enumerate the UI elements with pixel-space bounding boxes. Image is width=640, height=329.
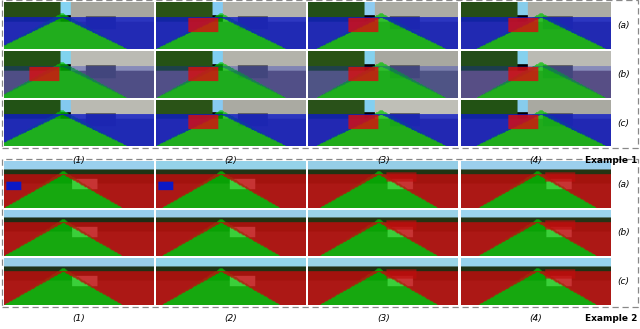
Text: Example 2: Example 2 — [585, 314, 637, 323]
Text: Example 1: Example 1 — [585, 156, 637, 164]
Text: (4): (4) — [529, 314, 542, 323]
Text: (c): (c) — [617, 277, 629, 286]
Text: (4): (4) — [529, 156, 542, 164]
Text: (3): (3) — [377, 156, 390, 164]
Text: (2): (2) — [225, 156, 237, 164]
Text: (b): (b) — [617, 228, 630, 238]
Text: (a): (a) — [617, 180, 630, 189]
Text: (2): (2) — [225, 314, 237, 323]
Text: (3): (3) — [377, 314, 390, 323]
Text: (1): (1) — [72, 314, 85, 323]
Text: (1): (1) — [72, 156, 85, 164]
Text: (b): (b) — [617, 70, 630, 79]
Text: (c): (c) — [617, 118, 629, 128]
Text: (a): (a) — [617, 21, 630, 30]
